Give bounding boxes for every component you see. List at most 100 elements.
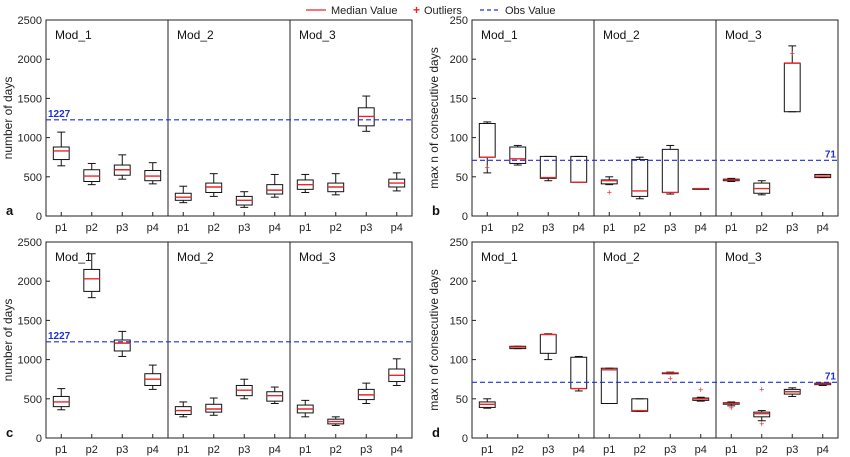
box-Mod_3-p4 (814, 173, 832, 179)
x-tick-label: p4 (391, 444, 403, 456)
legend-obs-label: Obs Value (505, 5, 556, 17)
box-body (509, 146, 527, 164)
box-Mod_3-p2 (327, 173, 345, 196)
y-axis-label: max n of consecutive days (427, 47, 441, 188)
y-tick-label: 1000 (18, 355, 42, 367)
box-Mod_3-p1 (296, 173, 314, 193)
box-Mod_2-p4 (266, 386, 284, 405)
box-Mod_2-p2 (631, 398, 649, 412)
x-tick-label: p1 (603, 444, 615, 456)
legend-median-label: Median Value (331, 5, 397, 17)
y-axis-label: number of days (1, 77, 15, 160)
x-tick-label: p2 (756, 444, 768, 456)
box-Mod_2-p4 (692, 187, 710, 190)
box-Mod_3-p4 (388, 172, 406, 192)
y-tick-label: 0 (462, 433, 468, 445)
box-Mod_3-p2 (753, 180, 771, 196)
box-Mod_1-p1 (478, 121, 496, 174)
x-tick-label: p3 (238, 444, 250, 456)
box-body (266, 184, 284, 195)
box-body (205, 403, 223, 413)
box-Mod_3-p1 (722, 401, 740, 407)
box-Mod_1-p1 (478, 398, 496, 409)
obs-value-label: 1227 (48, 331, 71, 342)
group-label: Mod_1 (481, 28, 518, 42)
panel-letter: b (432, 203, 440, 218)
group-label: Mod_1 (481, 250, 518, 264)
box-Mod_3-p3 (357, 95, 375, 132)
group-label: Mod_2 (177, 250, 214, 264)
y-tick-label: 500 (24, 394, 42, 406)
box-Mod_2-p3 (235, 191, 253, 208)
panel-letter: a (6, 203, 14, 218)
x-tick-label: p3 (664, 444, 676, 456)
x-tick-label: p4 (391, 222, 403, 234)
y-tick-label: 0 (462, 211, 468, 223)
box-Mod_3-p3 (357, 382, 375, 405)
box-Mod_1-p2 (509, 345, 527, 350)
group-label: Mod_2 (603, 250, 640, 264)
box-body (661, 148, 679, 193)
x-tick-label: p2 (512, 222, 524, 234)
box-body (266, 391, 284, 402)
box-body (631, 159, 649, 197)
panel-c: 0 500 1000 1500 2000 2500 number of days Mod_1 M… (1, 237, 413, 456)
outlier-marker: + (485, 162, 490, 172)
x-tick-label: p2 (86, 222, 98, 234)
x-tick-label: p3 (542, 222, 554, 234)
box-Mod_1-p3 (539, 155, 557, 182)
group-label: Mod_3 (299, 28, 336, 42)
y-tick-label: 0 (36, 433, 42, 445)
box-Mod_2-p1 (174, 401, 192, 418)
x-tick-label: p3 (238, 222, 250, 234)
x-tick-label: p1 (55, 444, 67, 456)
y-tick-label: 250 (450, 237, 468, 249)
box-Mod_2-p1 (600, 367, 618, 405)
x-tick-label: p4 (269, 222, 281, 234)
x-tick-label: p3 (786, 222, 798, 234)
box-Mod_1-p2 (509, 144, 527, 166)
x-tick-label: p3 (116, 222, 128, 234)
y-tick-label: 150 (450, 315, 468, 327)
x-tick-label: p2 (208, 222, 220, 234)
legend-outliers-label: Outliers (424, 5, 462, 17)
x-tick-label: p2 (634, 222, 646, 234)
box-Mod_3-p3 (783, 45, 801, 113)
y-tick-label: 2000 (18, 276, 42, 288)
x-tick-label: p3 (116, 444, 128, 456)
y-tick-label: 150 (450, 93, 468, 105)
y-axis-label: max n of consecutive days (427, 269, 441, 410)
group-label: Mod_1 (55, 250, 92, 264)
outlier-marker: + (729, 403, 734, 413)
box-Mod_1-p4 (570, 155, 588, 183)
outlier-marker: + (790, 49, 795, 59)
box-Mod_1-p3 (113, 154, 131, 180)
box-Mod_2-p3 (661, 144, 679, 195)
panel-b: 0 50 100 150 200 250 max n of consecutive days… (427, 15, 839, 234)
legend: Median Value + Outliers Obs Value (306, 3, 556, 17)
obs-value-label: 71 (825, 149, 837, 160)
y-tick-label: 2500 (18, 237, 42, 249)
outlier-marker: + (668, 373, 673, 383)
x-tick-label: p4 (695, 444, 707, 456)
x-tick-label: p4 (817, 444, 829, 456)
box-Mod_1-p4 (144, 162, 162, 185)
x-tick-label: p4 (269, 444, 281, 456)
panel-frame (45, 241, 413, 439)
x-tick-label: p4 (695, 222, 707, 234)
box-body (753, 411, 771, 418)
box-Mod_3-p2 (327, 416, 345, 426)
x-tick-label: p2 (330, 444, 342, 456)
box-body (600, 367, 618, 405)
group-label: Mod_1 (55, 28, 92, 42)
x-tick-label: p3 (360, 444, 372, 456)
box-Mod_2-p3 (235, 378, 253, 400)
box-Mod_3-p4 (388, 358, 406, 386)
box-Mod_2-p3 (661, 371, 679, 375)
panel-a: 0 500 1000 1500 2000 2500 number of days Mod_1 M… (1, 15, 413, 234)
box-body (52, 146, 70, 161)
x-tick-label: p1 (55, 222, 67, 234)
box-Mod_3-p4 (814, 382, 832, 386)
